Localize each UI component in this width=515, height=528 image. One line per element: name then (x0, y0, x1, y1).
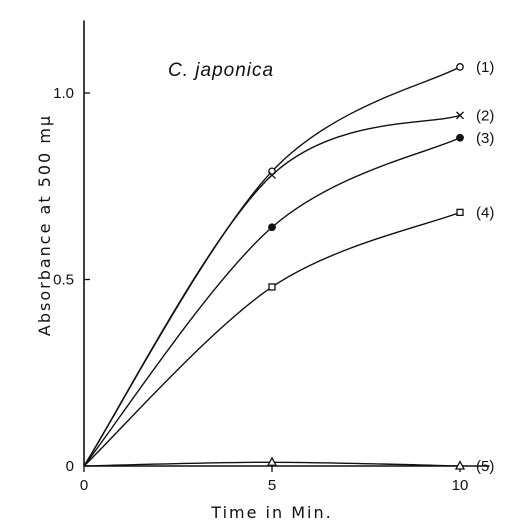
y-tick-label: 1.0 (53, 85, 74, 102)
series-4-line (83, 211, 461, 467)
series-4-label: (4) (476, 204, 494, 221)
axes (83, 20, 490, 467)
series-4-marker (268, 283, 276, 291)
series-2-line (83, 114, 461, 467)
y-tick-label: 0.5 (53, 272, 74, 289)
series-3-label: (3) (476, 130, 494, 147)
series-5-marker (266, 456, 278, 466)
x-tick-label: 0 (80, 477, 88, 494)
series-2-marker (268, 171, 276, 180)
x-tick-label: 10 (452, 477, 469, 494)
series-4-marker (456, 208, 464, 217)
series-3-marker (456, 133, 464, 142)
series-2-marker (456, 111, 464, 120)
ticks: 0 5 10 0 0.5 1.0 (53, 85, 468, 494)
series-3-line (83, 137, 461, 467)
series-labels: (1) (2) (3) (4) (5) (476, 59, 494, 475)
series-3-marker (268, 223, 276, 232)
series-2-label: (2) (476, 107, 494, 124)
y-tick-label: 0 (66, 458, 74, 475)
series-5-label: (5) (476, 458, 494, 475)
series-1-marker (456, 63, 464, 71)
chart-title: C. japonica (168, 60, 274, 81)
x-axis-title: Time in Min. (210, 503, 332, 522)
series-1-label: (1) (476, 59, 494, 76)
series-5-marker (454, 460, 466, 470)
x-tick-label: 5 (268, 477, 276, 494)
series-2-marker-stroke (268, 171, 276, 180)
y-axis-title: Absorbance at 500 mμ (35, 114, 54, 336)
series-1-line (83, 66, 461, 467)
series-2-marker-stroke (456, 111, 464, 120)
series-markers (266, 63, 466, 470)
series-lines (83, 66, 461, 467)
